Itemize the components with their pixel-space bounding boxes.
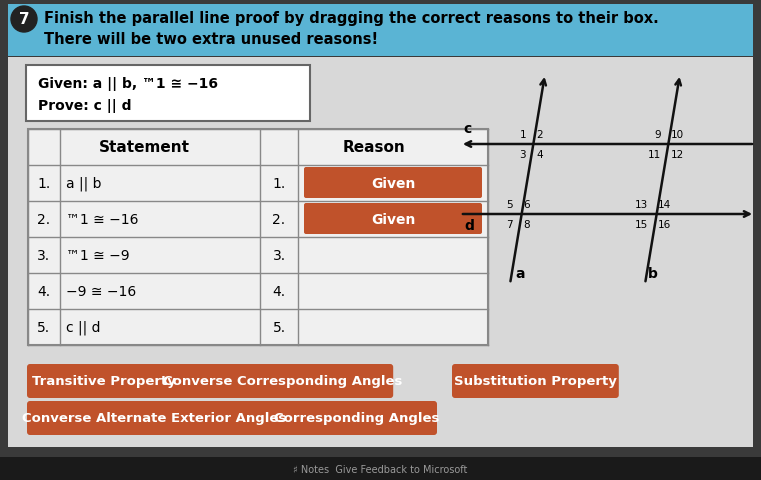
FancyBboxPatch shape bbox=[452, 364, 619, 398]
FancyBboxPatch shape bbox=[0, 457, 761, 480]
Text: 7: 7 bbox=[506, 219, 513, 229]
Text: a: a bbox=[515, 266, 524, 280]
FancyBboxPatch shape bbox=[304, 168, 482, 199]
Text: d: d bbox=[464, 218, 474, 232]
FancyBboxPatch shape bbox=[26, 66, 310, 122]
Text: Substitution Property: Substitution Property bbox=[454, 375, 617, 388]
Text: Prove: c || d: Prove: c || d bbox=[38, 99, 132, 113]
Circle shape bbox=[11, 7, 37, 33]
FancyBboxPatch shape bbox=[172, 364, 393, 398]
FancyBboxPatch shape bbox=[27, 401, 282, 435]
Text: −9 ≅ −16: −9 ≅ −16 bbox=[66, 285, 136, 299]
Text: 16: 16 bbox=[658, 219, 671, 229]
Text: 1.: 1. bbox=[37, 177, 51, 191]
Text: Converse Corresponding Angles: Converse Corresponding Angles bbox=[163, 375, 403, 388]
Text: 2.: 2. bbox=[37, 213, 50, 227]
Text: 8: 8 bbox=[523, 219, 530, 229]
Text: 1.: 1. bbox=[272, 177, 285, 191]
Text: 9: 9 bbox=[654, 130, 661, 140]
Text: Reason: Reason bbox=[342, 140, 406, 155]
Text: 4.: 4. bbox=[272, 285, 285, 299]
FancyBboxPatch shape bbox=[277, 401, 437, 435]
Text: Finish the parallel line proof by dragging the correct reasons to their box.: Finish the parallel line proof by draggi… bbox=[44, 11, 659, 25]
Text: 5.: 5. bbox=[272, 320, 285, 334]
Text: 3: 3 bbox=[519, 150, 526, 160]
Text: Statement: Statement bbox=[98, 140, 189, 155]
Text: Converse Alternate Exterior Angles: Converse Alternate Exterior Angles bbox=[23, 412, 287, 425]
Text: 2: 2 bbox=[536, 130, 543, 140]
Text: 4: 4 bbox=[536, 150, 543, 160]
Text: 6: 6 bbox=[523, 200, 530, 210]
Text: 10: 10 bbox=[671, 130, 684, 140]
Text: Given: Given bbox=[371, 213, 416, 227]
Text: ™1 ≅ −16: ™1 ≅ −16 bbox=[66, 213, 139, 227]
Text: c: c bbox=[463, 122, 471, 136]
FancyBboxPatch shape bbox=[28, 130, 488, 345]
FancyBboxPatch shape bbox=[8, 5, 753, 57]
Text: 12: 12 bbox=[671, 150, 684, 160]
Text: Transitive Property: Transitive Property bbox=[32, 375, 176, 388]
Text: 2.: 2. bbox=[272, 213, 285, 227]
Text: There will be two extra unused reasons!: There will be two extra unused reasons! bbox=[44, 33, 378, 48]
Text: 3.: 3. bbox=[272, 249, 285, 263]
Text: 4.: 4. bbox=[37, 285, 50, 299]
Text: 1: 1 bbox=[519, 130, 526, 140]
FancyBboxPatch shape bbox=[27, 364, 180, 398]
Text: Corresponding Angles: Corresponding Angles bbox=[274, 412, 440, 425]
FancyBboxPatch shape bbox=[8, 58, 753, 447]
Text: a || b: a || b bbox=[66, 176, 101, 191]
Text: 15: 15 bbox=[635, 219, 648, 229]
Text: b: b bbox=[648, 266, 658, 280]
Text: 5: 5 bbox=[506, 200, 513, 210]
Text: 13: 13 bbox=[635, 200, 648, 210]
Text: Given: a || b, ™1 ≅ −16: Given: a || b, ™1 ≅ −16 bbox=[38, 77, 218, 91]
Text: c || d: c || d bbox=[66, 320, 100, 335]
Text: ♯ Notes  Give Feedback to Microsoft: ♯ Notes Give Feedback to Microsoft bbox=[293, 464, 467, 474]
Text: 5.: 5. bbox=[37, 320, 50, 334]
FancyBboxPatch shape bbox=[304, 204, 482, 235]
Text: 3.: 3. bbox=[37, 249, 50, 263]
Text: 14: 14 bbox=[658, 200, 671, 210]
Text: 11: 11 bbox=[648, 150, 661, 160]
Text: Given: Given bbox=[371, 177, 416, 191]
Text: 7: 7 bbox=[19, 12, 30, 27]
Text: ™1 ≅ −9: ™1 ≅ −9 bbox=[66, 249, 129, 263]
